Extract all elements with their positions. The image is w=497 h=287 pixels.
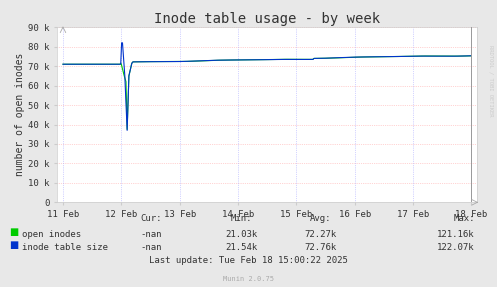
Text: -nan: -nan xyxy=(141,230,163,239)
Text: ■: ■ xyxy=(9,227,18,237)
Text: ■: ■ xyxy=(9,240,18,250)
Y-axis label: number of open inodes: number of open inodes xyxy=(15,53,25,177)
Text: 72.27k: 72.27k xyxy=(305,230,336,239)
Text: RRDTOOL / TOBI OETIKER: RRDTOOL / TOBI OETIKER xyxy=(488,44,493,116)
Text: 121.16k: 121.16k xyxy=(437,230,475,239)
Text: Avg:: Avg: xyxy=(310,214,331,223)
Text: inode table size: inode table size xyxy=(22,243,108,252)
Text: 21.54k: 21.54k xyxy=(225,243,257,252)
Text: Min:: Min: xyxy=(230,214,252,223)
Text: Last update: Tue Feb 18 15:00:22 2025: Last update: Tue Feb 18 15:00:22 2025 xyxy=(149,257,348,265)
Title: Inode table usage - by week: Inode table usage - by week xyxy=(154,12,380,26)
Text: Munin 2.0.75: Munin 2.0.75 xyxy=(223,276,274,282)
Text: 72.76k: 72.76k xyxy=(305,243,336,252)
Text: open inodes: open inodes xyxy=(22,230,82,239)
Text: 122.07k: 122.07k xyxy=(437,243,475,252)
Text: -nan: -nan xyxy=(141,243,163,252)
Text: Max:: Max: xyxy=(453,214,475,223)
Text: 21.03k: 21.03k xyxy=(225,230,257,239)
Text: Cur:: Cur: xyxy=(141,214,163,223)
